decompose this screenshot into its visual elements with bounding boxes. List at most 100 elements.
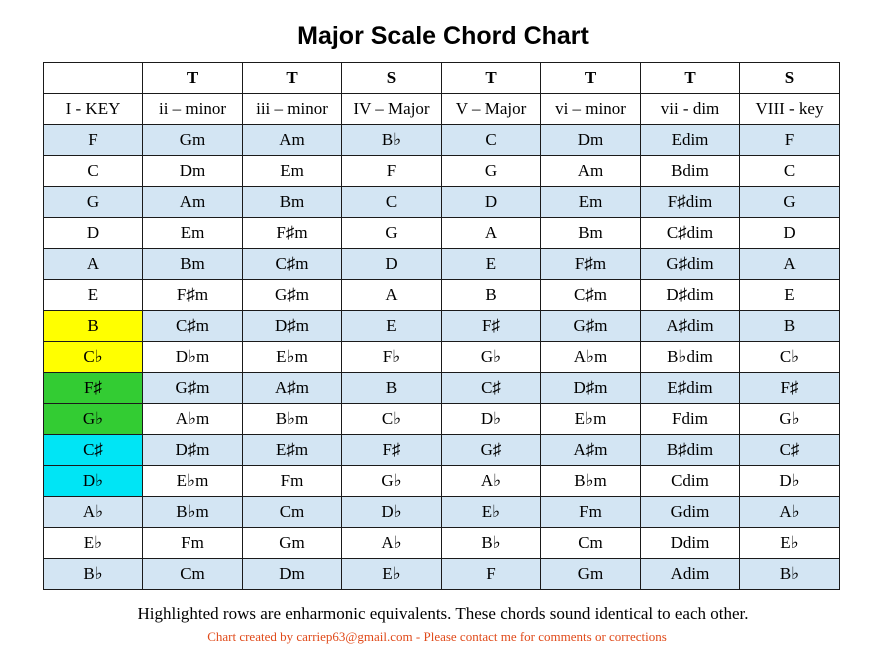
chord-cell: Gm xyxy=(242,527,342,559)
chord-cell: B♭m xyxy=(142,496,243,528)
table-row: A♭ B♭m Cm D♭ E♭ Fm Gdim A♭ xyxy=(43,496,840,528)
chord-cell: E♭ xyxy=(341,558,442,590)
key-cell: C xyxy=(43,155,143,187)
chord-cell: Em xyxy=(242,155,342,187)
chord-cell: Edim xyxy=(640,124,740,156)
chord-cell: A♭ xyxy=(341,527,442,559)
chord-cell: B♭ xyxy=(739,558,840,590)
chord-cell: D♭m xyxy=(142,341,243,373)
chord-cell: Bm xyxy=(242,186,342,218)
chord-cell: B♯dim xyxy=(640,434,740,466)
chord-cell: Bm xyxy=(540,217,641,249)
chord-cell: E♭m xyxy=(540,403,641,435)
header-degree-cell: V – Major xyxy=(441,93,541,125)
page-title: Major Scale Chord Chart xyxy=(297,22,589,50)
chord-cell: B♭ xyxy=(441,527,541,559)
chord-cell: Fm xyxy=(540,496,641,528)
key-cell: E xyxy=(43,279,143,311)
header-type-cell: S xyxy=(739,62,840,94)
chord-cell: B♭dim xyxy=(640,341,740,373)
header-degree-cell: vii - dim xyxy=(640,93,740,125)
chord-cell: Gdim xyxy=(640,496,740,528)
chord-cell: B xyxy=(441,279,541,311)
enharmonic-note: Highlighted rows are enharmonic equivale… xyxy=(137,604,749,623)
key-cell: B♭ xyxy=(43,558,143,590)
table-row: D Em F♯m G A Bm C♯dim D xyxy=(43,217,840,249)
chord-cell: Bdim xyxy=(640,155,740,187)
chord-cell: F xyxy=(739,124,840,156)
table-row: G Am Bm C D Em F♯dim G xyxy=(43,186,840,218)
chord-cell: C♯m xyxy=(142,310,243,342)
chord-cell: A♭ xyxy=(441,465,541,497)
chord-cell: G♯m xyxy=(540,310,641,342)
chord-cell: E♭ xyxy=(441,496,541,528)
chord-cell: G♭ xyxy=(739,403,840,435)
table-row: A Bm C♯m D E F♯m G♯dim A xyxy=(43,248,840,280)
chord-cell: G♭ xyxy=(441,341,541,373)
credit-line: Chart created by carriep63@gmail.com - P… xyxy=(207,629,667,644)
chord-cell: F♯m xyxy=(142,279,243,311)
chord-cell: Am xyxy=(142,186,243,218)
chord-cell: Gm xyxy=(142,124,243,156)
chord-cell: Fm xyxy=(242,465,342,497)
chord-cell: D♭ xyxy=(739,465,840,497)
chord-cell: F♯ xyxy=(739,372,840,404)
chord-cell: Bm xyxy=(142,248,243,280)
header-degree-cell: VIII - key xyxy=(739,93,840,125)
header-type-cell: S xyxy=(341,62,442,94)
chord-cell: Fdim xyxy=(640,403,740,435)
chord-cell: A♯m xyxy=(242,372,342,404)
chord-cell: D xyxy=(739,217,840,249)
chord-cell: B xyxy=(341,372,442,404)
chord-cell: G xyxy=(441,155,541,187)
chord-cell: F♯dim xyxy=(640,186,740,218)
chord-cell: C♭ xyxy=(739,341,840,373)
chord-cell: F♯ xyxy=(441,310,541,342)
header-degree-cell: ii – minor xyxy=(142,93,243,125)
chord-cell: Cdim xyxy=(640,465,740,497)
header-type-cell xyxy=(43,62,143,94)
chord-cell: E xyxy=(441,248,541,280)
chord-cell: E♯dim xyxy=(640,372,740,404)
chord-cell: Gm xyxy=(540,558,641,590)
chord-cell: G♯m xyxy=(142,372,243,404)
key-cell: A♭ xyxy=(43,496,143,528)
chord-cell: E xyxy=(739,279,840,311)
chord-cell: E♯m xyxy=(242,434,342,466)
chord-cell: B♭m xyxy=(242,403,342,435)
chord-cell: Dm xyxy=(242,558,342,590)
chord-cell: A xyxy=(341,279,442,311)
chord-cell: Cm xyxy=(142,558,243,590)
chord-cell: Cm xyxy=(242,496,342,528)
table-row: D♭ E♭m Fm G♭ A♭ B♭m Cdim D♭ xyxy=(43,465,840,497)
chord-cell: A♭ xyxy=(739,496,840,528)
chord-cell: F xyxy=(341,155,442,187)
chord-cell: A♯m xyxy=(540,434,641,466)
chord-cell: F xyxy=(441,558,541,590)
key-cell: D♭ xyxy=(43,465,143,497)
chord-cell: C♯ xyxy=(441,372,541,404)
key-cell: F♯ xyxy=(43,372,143,404)
key-cell: F xyxy=(43,124,143,156)
chord-cell: D♯dim xyxy=(640,279,740,311)
key-cell: D xyxy=(43,217,143,249)
chord-cell: G♯m xyxy=(242,279,342,311)
chord-cell: D xyxy=(341,248,442,280)
chord-cell: G xyxy=(341,217,442,249)
chord-cell: B xyxy=(739,310,840,342)
table-row: F Gm Am B♭ C Dm Edim F xyxy=(43,124,840,156)
chord-cell: C♯dim xyxy=(640,217,740,249)
header-degree-cell: I - KEY xyxy=(43,93,143,125)
header-type-cell: T xyxy=(242,62,342,94)
table-row: E F♯m G♯m A B C♯m D♯dim E xyxy=(43,279,840,311)
chord-cell: Ddim xyxy=(640,527,740,559)
chord-cell: F♭ xyxy=(341,341,442,373)
chord-cell: Cm xyxy=(540,527,641,559)
chord-cell: E♭ xyxy=(739,527,840,559)
chord-cell: C xyxy=(341,186,442,218)
chord-cell: E♭m xyxy=(242,341,342,373)
chord-cell: D♯m xyxy=(540,372,641,404)
header-type-cell: T xyxy=(640,62,740,94)
chord-cell: Em xyxy=(142,217,243,249)
chord-cell: A xyxy=(739,248,840,280)
